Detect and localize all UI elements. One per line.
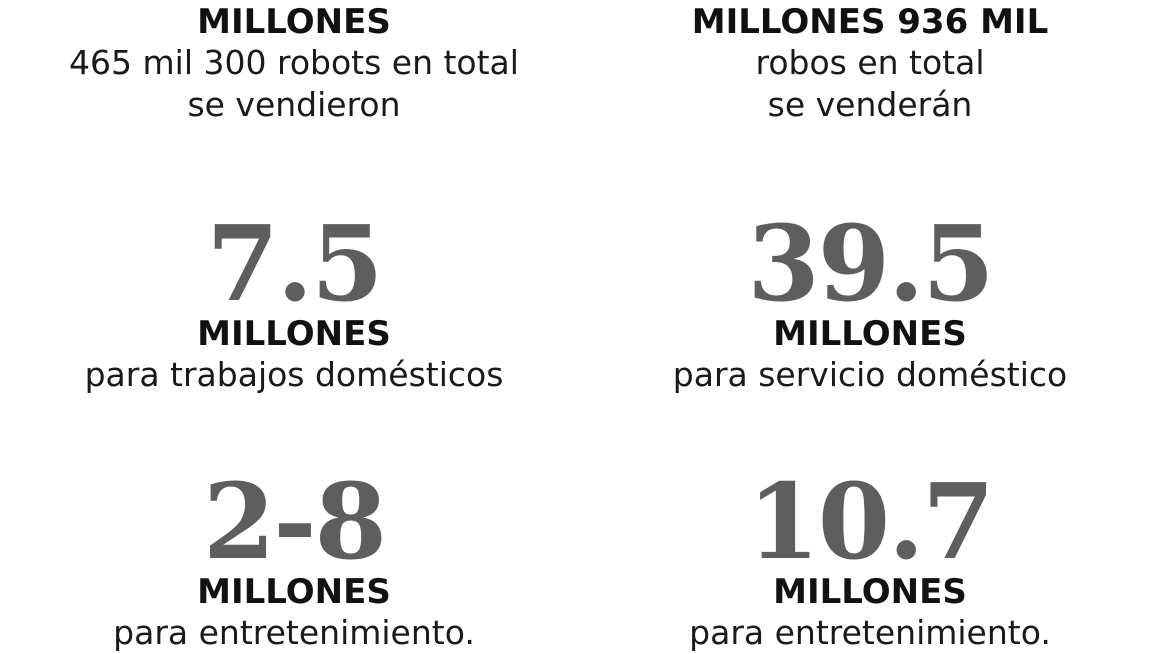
right-top-line1: robos en total xyxy=(755,43,985,82)
left-middle-stat: 7.5 MILLONES para trabajos domésticos xyxy=(14,202,574,396)
left-bottom-stat: 2-8 MILLONES para entretenimiento. xyxy=(14,460,574,654)
right-top-line2: se venderán xyxy=(767,85,973,124)
left-top-stat: MILLONES 465 mil 300 robots en total se … xyxy=(14,2,574,126)
right-bottom-stat: 10.7 MILLONES para entretenimiento. xyxy=(590,460,1150,654)
left-bottom-number: 2-8 xyxy=(203,460,387,583)
left-top-line1: 465 mil 300 robots en total xyxy=(69,43,519,82)
right-bottom-desc: para entretenimiento. xyxy=(689,613,1051,652)
right-top-unit: MILLONES 936 MIL xyxy=(691,2,1049,42)
right-bottom-unit: MILLONES xyxy=(773,572,967,612)
left-middle-unit: MILLONES xyxy=(197,314,391,354)
right-top-stat: MILLONES 936 MIL robos en total se vende… xyxy=(590,2,1150,126)
left-top-unit: MILLONES xyxy=(197,2,391,42)
right-bottom-number: 10.7 xyxy=(747,460,994,583)
left-middle-number: 7.5 xyxy=(206,202,384,325)
left-bottom-desc: para entretenimiento. xyxy=(113,613,475,652)
left-bottom-unit: MILLONES xyxy=(197,572,391,612)
right-middle-desc: para servicio doméstico xyxy=(672,355,1068,394)
left-middle-desc: para trabajos domésticos xyxy=(84,355,504,394)
left-top-line2: se vendieron xyxy=(187,85,401,124)
right-middle-number: 39.5 xyxy=(747,202,994,325)
right-middle-unit: MILLONES xyxy=(773,314,967,354)
right-middle-stat: 39.5 MILLONES para servicio doméstico xyxy=(590,202,1150,396)
